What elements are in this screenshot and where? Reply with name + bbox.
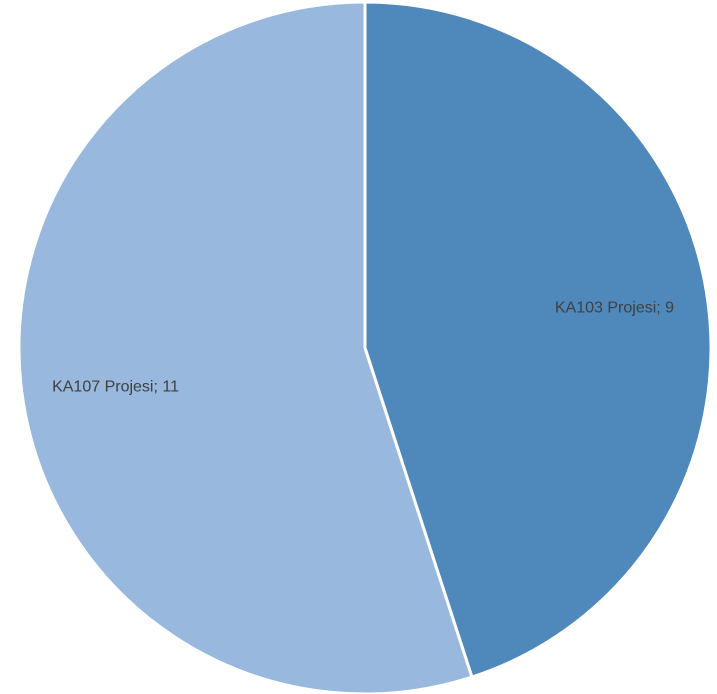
pie-slice: [363, 0, 713, 679]
pie-slice: [17, 0, 474, 694]
data-label: KA107 Projesi; 11: [52, 379, 179, 396]
data-label: KA103 Projesi; 9: [555, 300, 674, 317]
